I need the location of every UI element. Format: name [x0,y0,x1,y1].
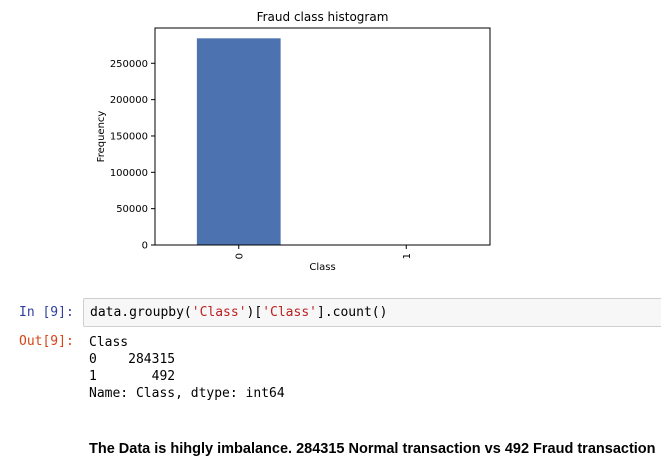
bar [196,38,281,245]
code-token: data.groupby( [90,305,192,320]
chart-svg: Fraud class histogram 0 1 0 50000 100000 15000… [96,10,491,273]
output-line: Class [89,335,129,350]
input-prompt: In [9]: [19,305,74,320]
code-token: 'Class' [262,305,317,320]
x-tick-label: 1 [402,253,413,259]
code-token: )[ [246,305,263,320]
y-tick-label: 150000 [110,131,148,142]
y-tick-label: 250000 [110,59,148,70]
y-tick-label: 50000 [116,204,148,215]
x-axis-label: Class [309,262,335,273]
code-cell[interactable]: data.groupby('Class')['Class'].count() [83,298,661,327]
cell-output: Class 0 284315 1 492 Name: Class, dtype: in… [89,334,285,402]
x-tick-label: 0 [234,253,245,259]
markdown-note: The Data is hihgly imbalance. 284315 Nor… [89,441,656,457]
y-tick-label: 100000 [110,168,148,179]
chart-title: Fraud class histogram [257,10,389,24]
y-axis-label: Frequency [96,111,107,163]
code-line[interactable]: data.groupby('Class')['Class'].count() [90,305,387,320]
output-prompt: Out[9]: [19,334,74,349]
code-token: 'Class' [191,305,247,320]
plot-frame [154,27,491,246]
fraud-histogram-chart: Fraud class histogram 0 1 0 50000 100000 15000… [96,10,491,273]
code-token: ].count() [317,305,388,320]
output-line: Name: Class, dtype: int64 [89,386,285,401]
y-tick-label: 0 [142,241,148,252]
output-line: 0 284315 [89,352,176,367]
output-line: 1 492 [89,369,176,384]
y-tick-label: 200000 [110,95,148,106]
